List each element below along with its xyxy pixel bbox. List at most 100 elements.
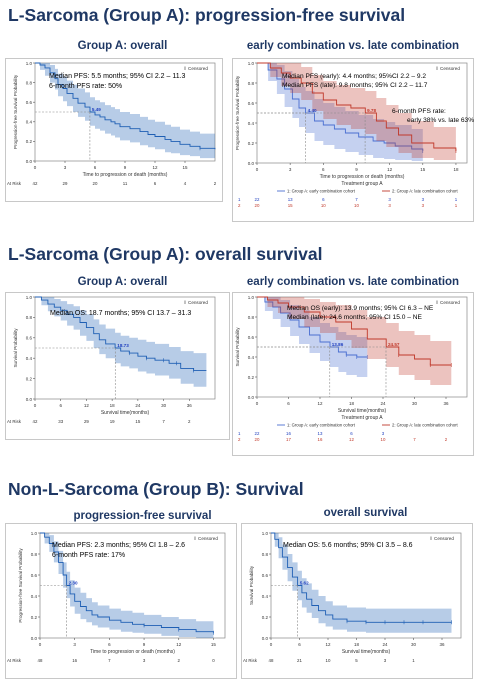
x-tick-label: 0 — [270, 642, 273, 647]
at-risk-count: 42 — [33, 419, 38, 424]
y-tick-label: 0.0 — [31, 636, 38, 641]
x-tick-label: 15 — [420, 167, 426, 172]
x-tick-label: 18 — [354, 642, 360, 647]
legend-label: Censored — [440, 66, 460, 71]
y-axis-label: Progression-free Survival Probability — [13, 74, 18, 149]
x-tick-label: 18 — [110, 403, 116, 408]
chart-frame — [5, 58, 223, 202]
x-tick-label: 18 — [453, 167, 459, 172]
annotation: 6-month PFS rate: 50% — [49, 83, 122, 90]
at-risk-count: 15 — [288, 203, 293, 208]
x-tick-label: 3 — [289, 167, 292, 172]
chart-subtitle: early combination vs. late combination — [246, 276, 460, 288]
x-tick-label: 3 — [73, 642, 76, 647]
x-tick-label: 12 — [84, 403, 90, 408]
x-axis-label: Time to progression or death (months) — [90, 649, 175, 655]
km-chart-pfs-group-b: 0.0 0.2 0.4 0.6 0.8 1.0 0 3 6 9 12 15 Time to progre… — [5, 523, 237, 679]
x-tick-label: 36 — [439, 642, 445, 647]
at-risk-count: 2 — [188, 419, 191, 424]
at-risk-count: 6 — [154, 181, 157, 186]
y-axis-label: Progression-free Survival Probability — [18, 548, 23, 623]
y-tick-label: 0.6 — [248, 101, 255, 106]
y-tick-label: 0.4 — [31, 594, 38, 599]
x-tick-label: 15 — [211, 642, 217, 647]
at-risk-label: At Risk — [7, 658, 22, 663]
at-risk-count: 42 — [33, 181, 38, 186]
y-tick-label: 0.8 — [248, 315, 255, 320]
at-risk-count: 20 — [255, 203, 260, 208]
at-risk-group-index: 2 — [238, 437, 241, 442]
y-tick-label: 0.8 — [248, 81, 255, 86]
median-label: 2.30 — [69, 581, 78, 586]
at-risk-count: 16 — [72, 658, 77, 663]
x-tick-label: 36 — [443, 401, 449, 406]
median-label: 9.78 — [367, 108, 376, 113]
y-tick-label: 0.8 — [262, 552, 269, 557]
at-risk-count: 1 — [412, 658, 415, 663]
x-tick-label: 12 — [176, 642, 182, 647]
at-risk-count: 1 — [455, 203, 458, 208]
x-tick-label: 30 — [411, 642, 417, 647]
at-risk-count: 20 — [93, 181, 98, 186]
at-risk-count: 2 — [178, 658, 181, 663]
x-tick-label: 36 — [187, 403, 193, 408]
at-risk-count: 4 — [184, 181, 187, 186]
x-tick-label: 0 — [34, 403, 37, 408]
chart-frame — [5, 292, 230, 440]
at-risk-count: 29 — [63, 181, 68, 186]
x-axis-label: Survival time(months) — [338, 408, 387, 414]
x-tick-label: 0 — [256, 167, 259, 172]
at-risk-count: 1 — [455, 197, 458, 202]
at-risk-label: At Risk — [7, 181, 22, 186]
at-risk-count: 10 — [326, 658, 331, 663]
at-risk-count: 12 — [349, 437, 354, 442]
at-risk-count: 17 — [286, 437, 291, 442]
at-risk-count: 3 — [388, 203, 391, 208]
at-risk-count: 10 — [321, 203, 326, 208]
y-tick-label: 1.0 — [31, 531, 38, 536]
legend-label: Censored — [198, 536, 218, 541]
y-tick-label: 0.0 — [26, 397, 33, 402]
annotation: Median OS: 5.6 months; 95% CI 3.5 – 8.6 — [283, 542, 413, 549]
y-tick-label: 0.2 — [248, 141, 255, 146]
at-risk-count: 16 — [318, 437, 323, 442]
x-tick-label: 30 — [161, 403, 167, 408]
y-tick-label: 0.6 — [262, 573, 269, 578]
x-tick-label: 9 — [143, 642, 146, 647]
at-risk-count: 29 — [84, 419, 89, 424]
group-legend-label: 1: Group A: early combination cohort — [287, 423, 356, 428]
y-tick-label: 0.6 — [248, 335, 255, 340]
y-tick-label: 0.6 — [26, 336, 33, 341]
y-tick-label: 0.8 — [31, 552, 38, 557]
chart-subtitle: early combination vs. late combination — [246, 40, 460, 52]
y-tick-label: 1.0 — [26, 295, 33, 300]
km-chart-pfs-group-a: 0.0 0.2 0.4 0.6 0.8 1.0 0 3 6 9 12 15 Time to progre… — [5, 58, 223, 202]
annotation: Median PFS: 2.3 months; 95% CI 1.8 – 2.6 — [52, 542, 185, 549]
x-axis-label: Time to progression or death (months) — [320, 174, 405, 180]
median-label: 5.49 — [92, 107, 101, 112]
at-risk-count: 10 — [354, 203, 359, 208]
x-axis-label: Survival time(months) — [342, 649, 391, 655]
at-risk-count: 5 — [355, 658, 358, 663]
at-risk-count: 33 — [58, 419, 63, 424]
median-label: 18.73 — [117, 343, 129, 348]
annotation: Median OS: 18.7 months; 95% CI 13.7 – 31… — [50, 310, 191, 317]
at-risk-count: 48 — [269, 658, 274, 663]
median-label: 13.86 — [332, 342, 344, 347]
group-legend-label: 1: Group A: early combination cohort — [287, 189, 356, 194]
at-risk-count: 3 — [143, 658, 146, 663]
ci-band — [257, 63, 456, 162]
ci-band — [257, 63, 423, 162]
y-tick-label: 0.2 — [248, 375, 255, 380]
at-risk-count: 2 — [214, 181, 217, 186]
x-tick-label: 6 — [298, 642, 301, 647]
x-tick-label: 12 — [325, 642, 331, 647]
at-risk-count: 21 — [297, 658, 302, 663]
x-axis-label: Survival time(months) — [101, 410, 150, 416]
x-tick-label: 30 — [412, 401, 418, 406]
x-axis-label: Time to progression or death (months) — [83, 172, 168, 178]
legend-label: Censored — [188, 300, 208, 305]
y-tick-label: 0.4 — [248, 121, 255, 126]
y-tick-label: 0.0 — [248, 395, 255, 400]
